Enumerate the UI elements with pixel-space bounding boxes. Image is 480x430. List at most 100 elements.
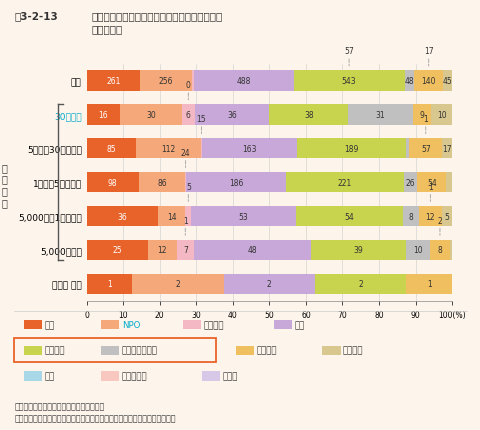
Text: 38: 38 bbox=[303, 111, 313, 120]
Text: 53: 53 bbox=[238, 212, 248, 221]
Text: 1: 1 bbox=[426, 280, 431, 289]
Bar bbox=[431, 105, 451, 125]
Text: 261: 261 bbox=[106, 77, 120, 86]
Bar bbox=[406, 139, 408, 159]
Bar bbox=[418, 206, 441, 227]
Text: 31: 31 bbox=[375, 111, 384, 120]
Bar bbox=[191, 206, 295, 227]
Bar bbox=[186, 172, 285, 193]
Bar bbox=[139, 172, 184, 193]
Text: 17: 17 bbox=[442, 144, 451, 154]
Bar bbox=[442, 71, 451, 92]
Bar bbox=[176, 240, 193, 261]
Bar bbox=[296, 139, 406, 159]
Bar bbox=[193, 71, 293, 92]
Text: 1: 1 bbox=[427, 182, 432, 191]
Bar bbox=[202, 139, 296, 159]
Bar bbox=[185, 206, 191, 227]
Text: 26: 26 bbox=[405, 178, 414, 187]
Bar bbox=[193, 240, 310, 261]
Bar bbox=[86, 139, 136, 159]
Text: 人
口
規
模: 人 口 規 模 bbox=[2, 163, 8, 207]
Text: 30: 30 bbox=[146, 111, 156, 120]
Bar bbox=[192, 71, 193, 92]
Bar bbox=[269, 105, 348, 125]
Text: 48: 48 bbox=[247, 246, 257, 255]
Text: 488: 488 bbox=[236, 77, 251, 86]
Text: 48: 48 bbox=[404, 77, 413, 86]
Bar bbox=[120, 105, 182, 125]
Text: 54: 54 bbox=[426, 178, 436, 187]
Bar bbox=[182, 105, 194, 125]
Text: 図3-2-13: 図3-2-13 bbox=[14, 11, 58, 21]
Bar bbox=[194, 105, 269, 125]
Text: 資料：広井良典「地域コミュニティ政策に関するアンケート調査」より作成: 資料：広井良典「地域コミュニティ政策に関するアンケート調査」より作成 bbox=[14, 414, 176, 423]
Text: NPO: NPO bbox=[121, 320, 140, 329]
Text: 5: 5 bbox=[185, 182, 191, 191]
Text: 9: 9 bbox=[419, 111, 423, 120]
Text: 注：グラフ内の数値は、回答件数を示す。: 注：グラフ内の数値は、回答件数を示す。 bbox=[14, 401, 105, 410]
Bar bbox=[449, 240, 451, 261]
Text: その他: その他 bbox=[222, 372, 238, 381]
Text: 86: 86 bbox=[156, 178, 166, 187]
Text: 112: 112 bbox=[161, 144, 175, 154]
Text: 39: 39 bbox=[353, 246, 362, 255]
Text: 8: 8 bbox=[437, 246, 442, 255]
Text: 1: 1 bbox=[422, 115, 427, 124]
Bar bbox=[445, 172, 451, 193]
Text: 1: 1 bbox=[182, 216, 187, 225]
Bar bbox=[403, 172, 417, 193]
Bar bbox=[147, 240, 176, 261]
Bar bbox=[140, 71, 192, 92]
Text: 2: 2 bbox=[266, 280, 271, 289]
Text: 2: 2 bbox=[358, 280, 362, 289]
Bar bbox=[86, 172, 139, 193]
Text: 36: 36 bbox=[117, 212, 127, 221]
Text: 2: 2 bbox=[437, 216, 442, 225]
Bar bbox=[86, 105, 120, 125]
Text: 36: 36 bbox=[227, 111, 236, 120]
Text: 12: 12 bbox=[157, 246, 167, 255]
Bar bbox=[402, 206, 418, 227]
Text: 25: 25 bbox=[112, 246, 121, 255]
Bar bbox=[405, 240, 429, 261]
Bar bbox=[86, 71, 140, 92]
Bar bbox=[412, 105, 431, 125]
Bar bbox=[285, 172, 403, 193]
Text: 住民一般: 住民一般 bbox=[45, 346, 65, 355]
Bar bbox=[201, 139, 202, 159]
Text: 地域コミュニティづくりの主体として今後特に
重要なもの: 地域コミュニティづくりの主体として今後特に 重要なもの bbox=[91, 11, 222, 34]
Bar bbox=[314, 274, 406, 294]
Text: 0: 0 bbox=[186, 81, 191, 90]
Bar bbox=[441, 139, 451, 159]
Text: 8: 8 bbox=[408, 212, 412, 221]
Text: 24: 24 bbox=[180, 148, 190, 157]
Bar bbox=[86, 274, 132, 294]
Text: 57: 57 bbox=[420, 144, 430, 154]
Text: 16: 16 bbox=[98, 111, 108, 120]
Bar bbox=[157, 206, 185, 227]
Text: 商工会等: 商工会等 bbox=[256, 346, 276, 355]
Text: 186: 186 bbox=[228, 178, 243, 187]
Bar bbox=[295, 206, 402, 227]
Text: 議員: 議員 bbox=[294, 320, 304, 329]
Text: 189: 189 bbox=[344, 144, 358, 154]
Text: 15: 15 bbox=[196, 115, 206, 124]
Bar bbox=[417, 172, 445, 193]
Bar bbox=[132, 274, 223, 294]
Text: 行政: 行政 bbox=[45, 320, 55, 329]
Text: 1: 1 bbox=[107, 280, 111, 289]
Bar bbox=[408, 139, 441, 159]
Bar bbox=[348, 105, 412, 125]
Text: 民間企業: 民間企業 bbox=[203, 320, 224, 329]
Text: 256: 256 bbox=[158, 77, 173, 86]
Text: 14: 14 bbox=[167, 212, 176, 221]
Text: 10: 10 bbox=[412, 246, 422, 255]
Text: 221: 221 bbox=[337, 178, 351, 187]
Text: 民生委員: 民生委員 bbox=[342, 346, 363, 355]
Text: 12: 12 bbox=[425, 212, 434, 221]
Bar bbox=[441, 206, 451, 227]
Text: 自治会・町内会: 自治会・町内会 bbox=[121, 346, 157, 355]
Text: 85: 85 bbox=[106, 144, 116, 154]
Text: 10: 10 bbox=[436, 111, 445, 120]
